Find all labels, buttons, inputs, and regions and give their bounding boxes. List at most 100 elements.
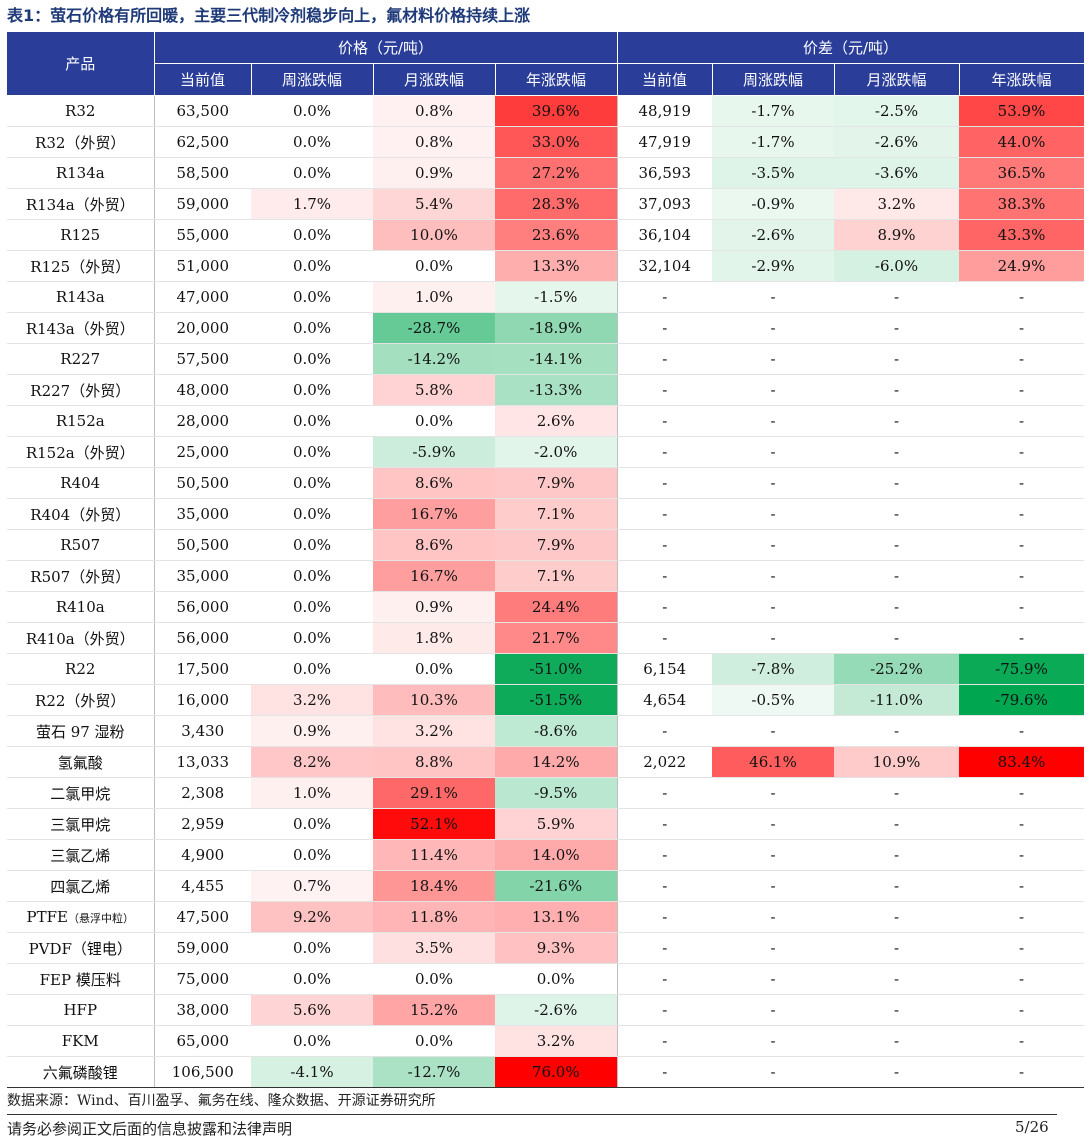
table-cell: 0.0%	[251, 560, 373, 592]
table-cell: -	[616, 994, 712, 1026]
table-cell: 0.8%	[373, 126, 495, 158]
table-cell: 7.1%	[495, 560, 617, 592]
table-row: R22（外贸） 16,000 3.2% 10.3% -51.5% 4,654 -0.5% -1…	[7, 684, 1084, 716]
table-row: 三氯乙烯 4,900 0.0% 11.4% 14.0% - - - -	[7, 839, 1084, 871]
table-cell: 35,000	[154, 498, 251, 530]
table-row: R32 63,500 0.0% 0.8% 39.6% 48,919 -1.7% -2.5% 53…	[7, 95, 1084, 127]
table-cell: -28.7%	[373, 312, 495, 344]
product-name: R227（外贸）	[7, 374, 155, 406]
product-name: FKM	[7, 1025, 155, 1057]
product-name-text: R125	[60, 226, 101, 244]
table-cell: 10.9%	[834, 746, 959, 778]
table-cell: -	[834, 715, 959, 747]
product-name-text: PVDF（锂电）	[28, 939, 132, 958]
table-cell: 0.0%	[251, 932, 373, 964]
product-name-text: R507	[60, 536, 101, 554]
product-name: FEP 模压料	[7, 963, 155, 995]
table-cell: 0.0%	[373, 405, 495, 437]
table-cell: 0.0%	[251, 343, 373, 375]
table-cell: -	[616, 901, 712, 933]
table-cell: 33.0%	[495, 126, 617, 158]
col-header: 当前值	[153, 63, 252, 96]
table-cell: 106,500	[154, 1056, 251, 1088]
table-cell: 29.1%	[373, 777, 495, 809]
table-cell: 0.0%	[251, 498, 373, 530]
table-cell: 65,000	[154, 1025, 251, 1057]
product-name: R227	[7, 343, 155, 375]
table-cell: 14.0%	[495, 839, 617, 871]
product-name-text: R32	[65, 102, 96, 120]
product-name-text: HFP	[63, 1001, 98, 1019]
table-cell: -	[712, 343, 834, 375]
table-cell: -	[959, 405, 1084, 437]
spread-group-header: 价差（元/吨）	[616, 31, 1085, 64]
product-name: R410a	[7, 591, 155, 623]
table-cell: -	[712, 870, 834, 902]
product-name-text: R32（外贸）	[35, 133, 126, 152]
table-cell: -	[834, 529, 959, 561]
table-cell: 0.9%	[373, 591, 495, 623]
product-name: R143a	[7, 281, 155, 313]
table-cell: -	[616, 529, 712, 561]
table-cell: 0.0%	[251, 95, 373, 127]
product-name-text: FEP 模压料	[39, 970, 121, 989]
table-row: R227（外贸） 48,000 0.0% 5.8% -13.3% - - - -	[7, 374, 1084, 406]
table-cell: -	[959, 312, 1084, 344]
table-cell: 1.8%	[373, 622, 495, 654]
table-row: R507 50,500 0.0% 8.6% 7.9% - - - -	[7, 529, 1084, 561]
table-cell: 39.6%	[495, 95, 617, 127]
table-cell: 76.0%	[495, 1056, 617, 1088]
table-cell: 63,500	[154, 95, 251, 127]
table-cell: 16,000	[154, 684, 251, 716]
table-cell: -	[834, 932, 959, 964]
table-row: R152a（外贸） 25,000 0.0% -5.9% -2.0% - - - -	[7, 436, 1084, 468]
table-cell: -	[712, 436, 834, 468]
table-cell: 7.9%	[495, 529, 617, 561]
table-cell: 3.2%	[834, 188, 959, 220]
table-cell: -3.6%	[834, 157, 959, 189]
table-cell: 53.9%	[959, 95, 1084, 127]
table-cell: 37,093	[616, 188, 712, 220]
product-name-text: 氢氟酸	[57, 753, 103, 772]
table-cell: 50,500	[154, 467, 251, 499]
table-cell: -	[834, 808, 959, 840]
table-row: R410a（外贸） 56,000 0.0% 1.8% 21.7% - - - -	[7, 622, 1084, 654]
table-cell: -	[959, 1025, 1084, 1057]
product-name-text: R134a（外贸）	[25, 195, 135, 214]
table-cell: -	[616, 932, 712, 964]
product-name: 六氟磷酸锂	[7, 1056, 155, 1088]
table-row: R134a（外贸） 59,000 1.7% 5.4% 28.3% 37,093 -0.9% 3…	[7, 188, 1084, 220]
table-cell: 0.9%	[251, 715, 373, 747]
table-cell: -	[712, 374, 834, 406]
table-row: R32（外贸） 62,500 0.0% 0.8% 33.0% 47,919 -1.7% -2.…	[7, 126, 1084, 158]
table-row: 萤石 97 湿粉 3,430 0.9% 3.2% -8.6% - - - -	[7, 715, 1084, 747]
table-cell: 8.2%	[251, 746, 373, 778]
product-name: R134a	[7, 157, 155, 189]
table-row: R134a 58,500 0.0% 0.9% 27.2% 36,593 -3.5% -3.6%…	[7, 157, 1084, 189]
footer-divider	[7, 1114, 1057, 1115]
table-cell: -	[834, 467, 959, 499]
table-cell: 0.0%	[251, 374, 373, 406]
product-name: R404（外贸）	[7, 498, 155, 530]
table-cell: -	[959, 777, 1084, 809]
table-row: FKM 65,000 0.0% 0.0% 3.2% - - - -	[7, 1025, 1084, 1057]
table-cell: 52.1%	[373, 808, 495, 840]
table-cell: -	[959, 560, 1084, 592]
product-name-text: R410a	[55, 598, 105, 616]
table-cell: -	[959, 870, 1084, 902]
table-cell: 21.7%	[495, 622, 617, 654]
table-cell: 2,959	[154, 808, 251, 840]
product-name-note: （悬浮中粒）	[67, 912, 134, 925]
table-cell: 2.6%	[495, 405, 617, 437]
table-cell: -	[712, 901, 834, 933]
table-cell: 0.0%	[251, 1025, 373, 1057]
table-cell: -	[616, 808, 712, 840]
product-name-text: R227（外贸）	[30, 381, 131, 400]
table-cell: 48,919	[616, 95, 712, 127]
product-name-text: 四氯乙烯	[50, 877, 111, 896]
table-cell: 27.2%	[495, 157, 617, 189]
table-cell: 0.0%	[251, 157, 373, 189]
table-cell: -	[959, 839, 1084, 871]
table-cell: 10.3%	[373, 684, 495, 716]
table-cell: -	[616, 436, 712, 468]
